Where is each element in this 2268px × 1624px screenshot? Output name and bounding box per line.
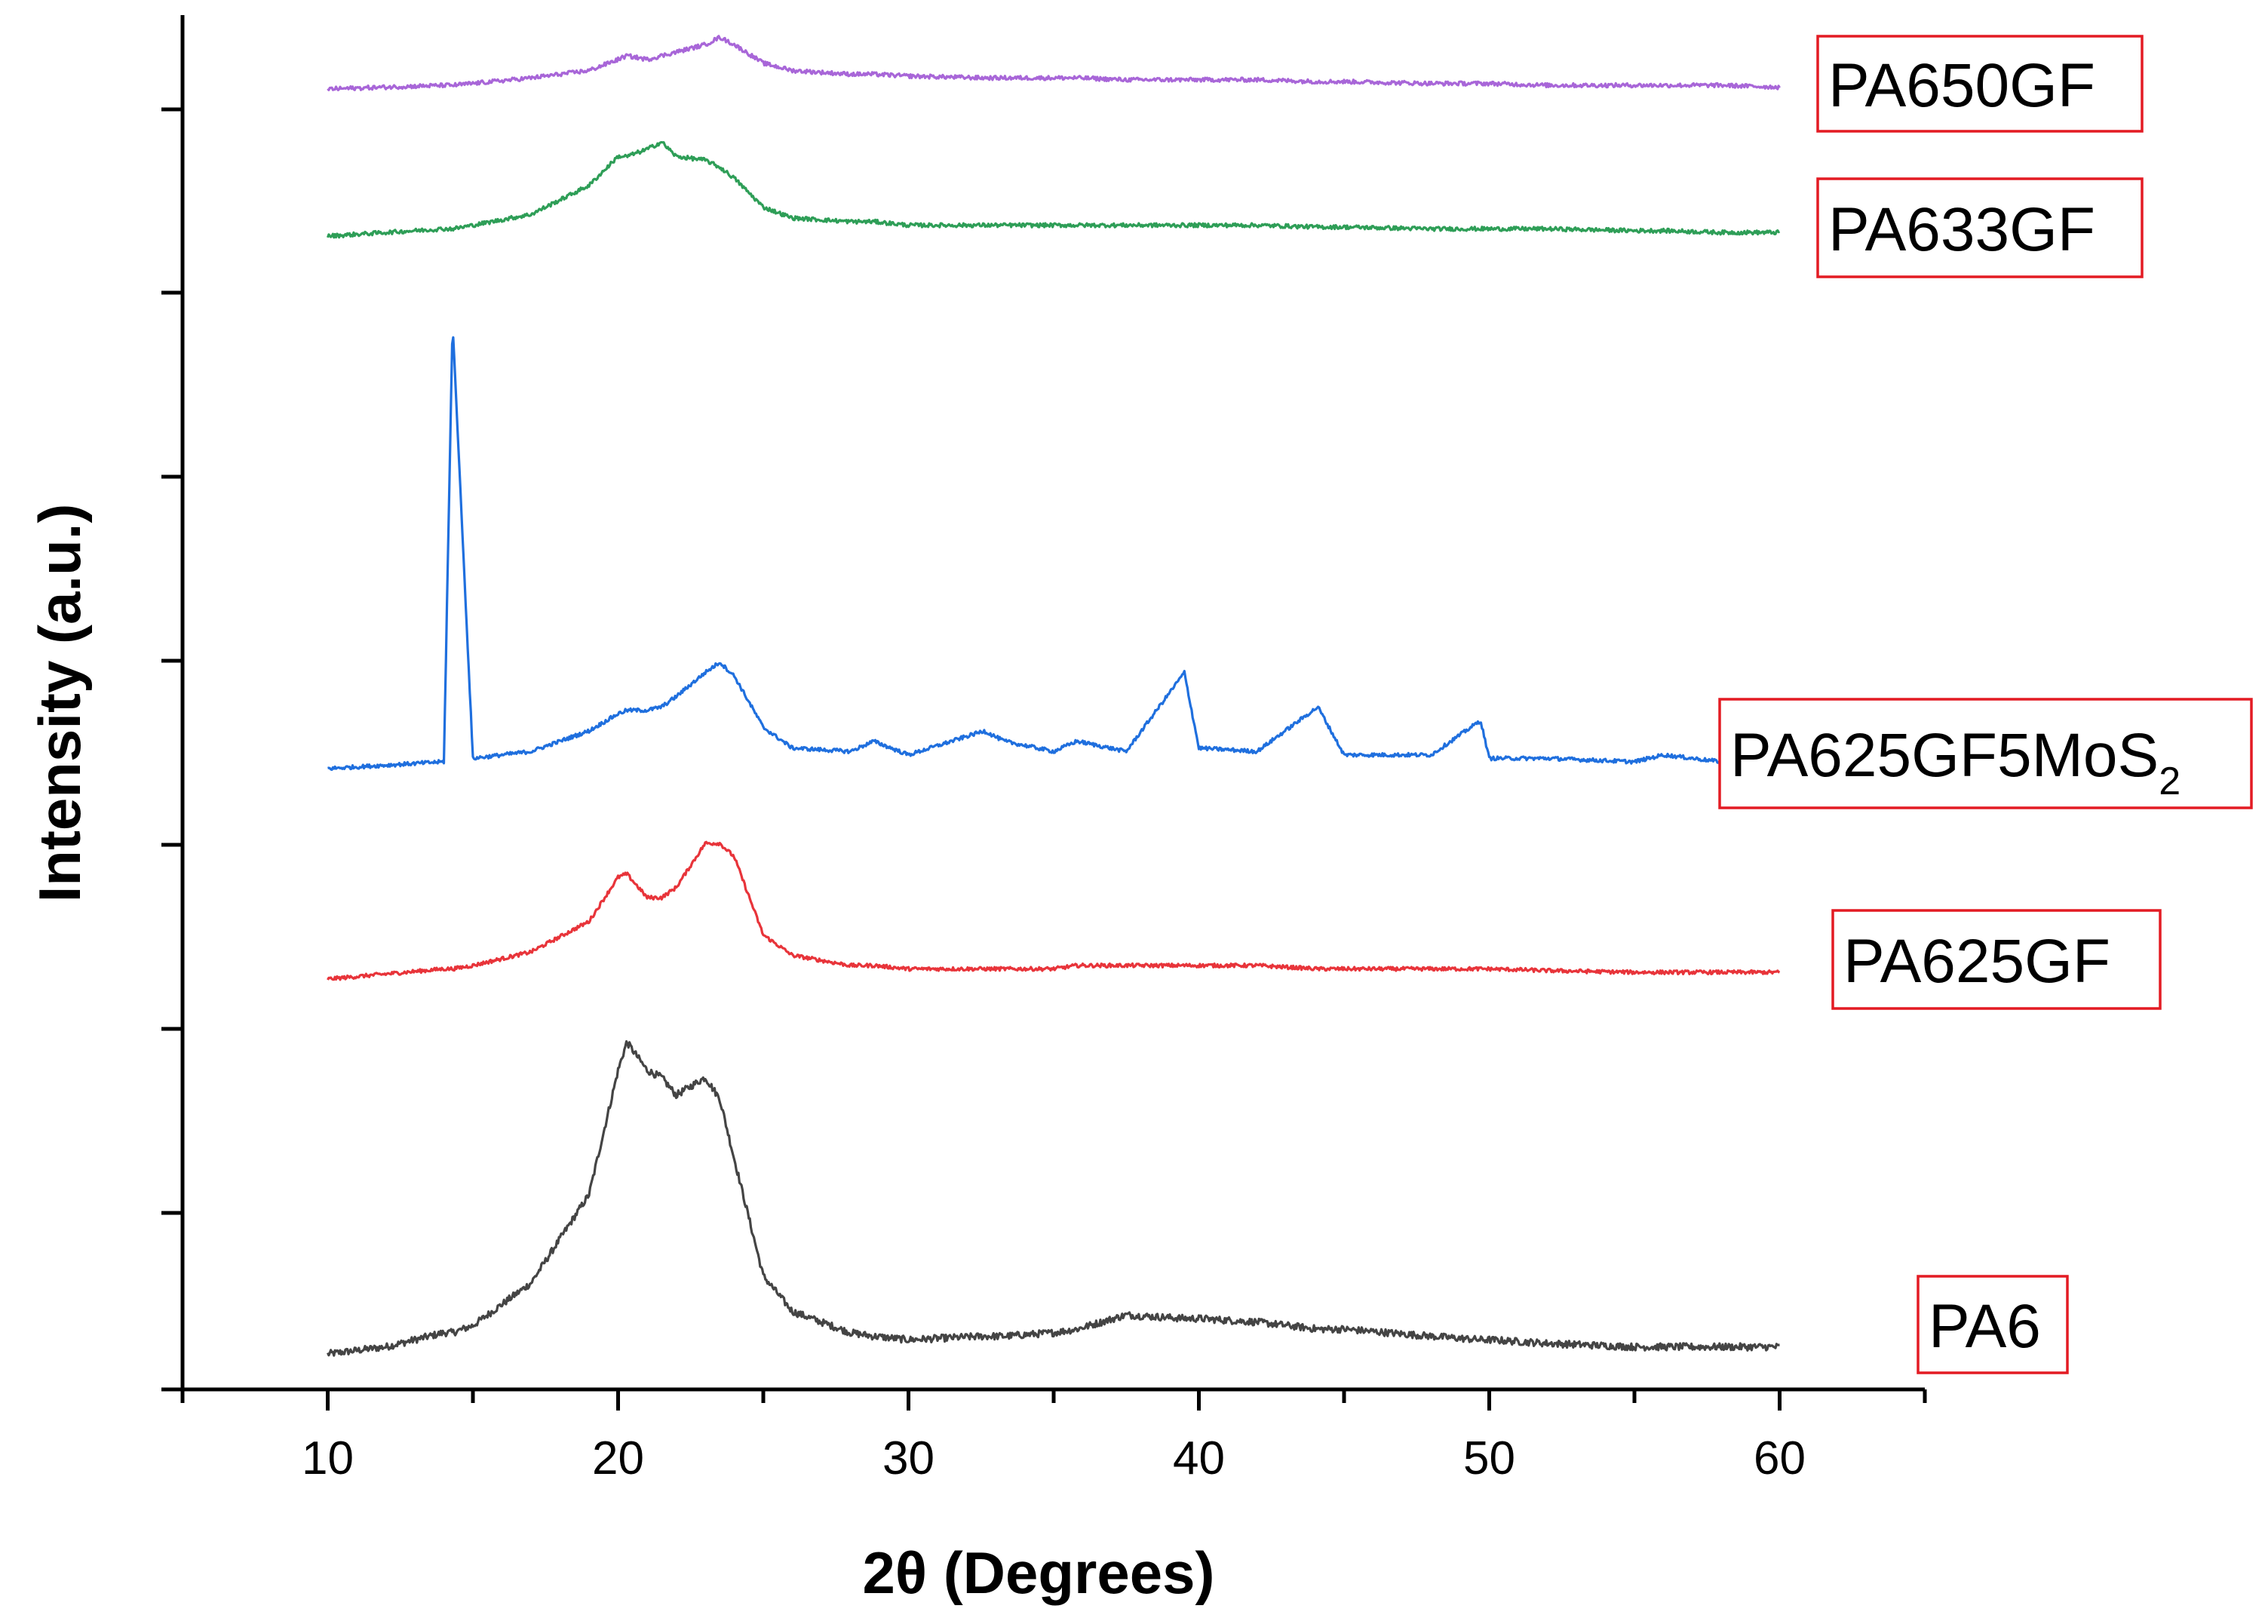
series-label-pa625gf: PA625GF xyxy=(1831,909,2162,1010)
series-line-pa6 xyxy=(327,1040,1780,1357)
series-label-pa625gf5mos2: PA625GF5MoS2 xyxy=(1718,698,2253,809)
x-axis-ticks: 10 20 30 40 50 60 xyxy=(180,1389,1927,1484)
x-tick-label: 50 xyxy=(1463,1432,1515,1484)
series-label-main: PA650GF xyxy=(1828,51,2095,120)
series-line-pa650gf xyxy=(327,35,1781,91)
x-tick-label: 10 xyxy=(302,1432,354,1484)
series-label-subscript: 2 xyxy=(2159,760,2181,803)
x-axis-title: 2θ (Degrees) xyxy=(862,1540,1214,1606)
series-label-main: PA625GF xyxy=(1843,927,2110,996)
axes: 10 20 30 40 50 60 xyxy=(161,15,1927,1484)
series-label-main: PA633GF xyxy=(1828,195,2095,264)
series-label-pa6: PA6 xyxy=(1917,1275,2069,1374)
series-label-box xyxy=(1816,35,2144,133)
series-label-box xyxy=(1831,909,2162,1010)
series-labels: PA6 PA625GF PA625GF5MoS2 PA633GF PA650GF xyxy=(1718,35,2253,1374)
x-tick-label: 20 xyxy=(592,1432,644,1484)
series-line-pa625gf5mos2 xyxy=(327,336,1781,771)
x-tick-label: 30 xyxy=(882,1432,935,1484)
y-axis-title: Intensity (a.u.) xyxy=(26,504,93,903)
series-label-main: PA6 xyxy=(1929,1292,2041,1361)
series-label-pa650gf: PA650GF xyxy=(1816,35,2144,133)
series-label-text: PA633GF xyxy=(1828,195,2095,264)
series-line-pa625gf xyxy=(327,840,1781,981)
series-label-pa633gf: PA633GF xyxy=(1816,177,2144,278)
series-label-box xyxy=(1816,177,2144,278)
series-label-text: PA650GF xyxy=(1828,51,2095,120)
series-label-box xyxy=(1718,698,2253,809)
series-label-box xyxy=(1917,1275,2069,1374)
series-label-text: PA625GF xyxy=(1843,927,2110,996)
x-tick-label: 40 xyxy=(1173,1432,1225,1484)
series-line-pa633gf xyxy=(326,141,1781,239)
series-label-text: PA6 xyxy=(1929,1292,2041,1361)
series-label-main: PA625GF5MoS xyxy=(1730,721,2159,790)
y-axis-ticks xyxy=(161,107,183,1392)
x-tick-label: 60 xyxy=(1754,1432,1806,1484)
series-label-text: PA625GF5MoS2 xyxy=(1730,721,2181,803)
series-layer xyxy=(326,35,1781,1357)
